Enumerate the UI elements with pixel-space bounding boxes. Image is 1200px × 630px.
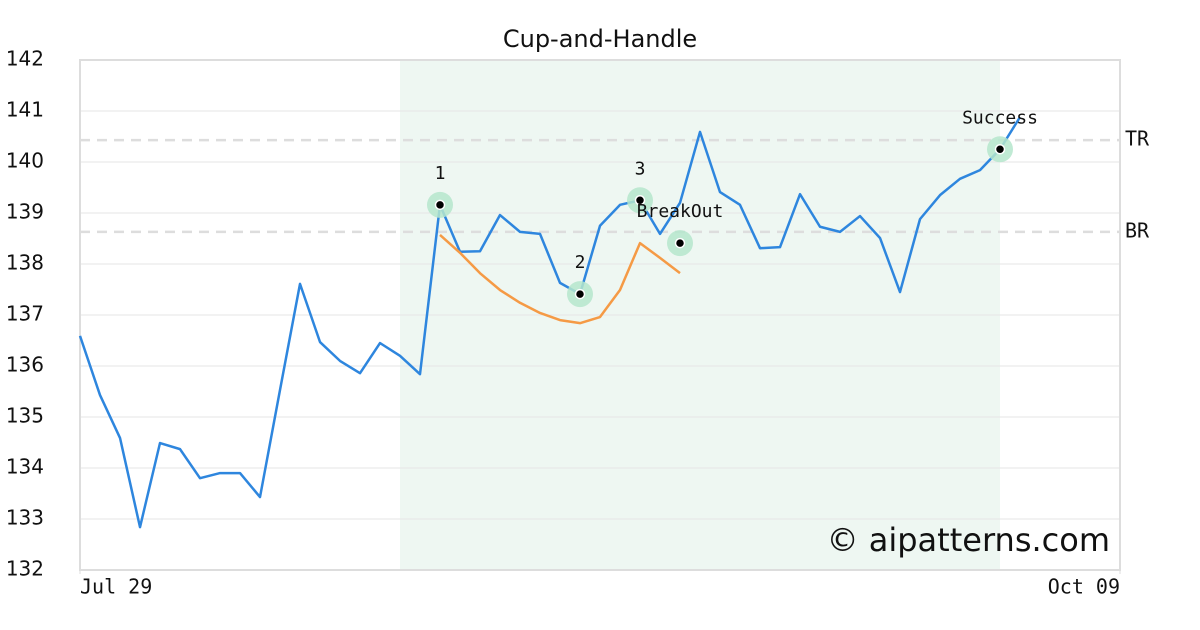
annotation-point: [434, 199, 446, 211]
annotation-label: 3: [635, 158, 646, 179]
annotation-label: 1: [435, 163, 446, 184]
y-tick-label: 142: [6, 47, 44, 71]
watermark: © aipatterns.com: [827, 521, 1110, 559]
x-tick-label: Oct 09: [1048, 575, 1120, 599]
x-tick-label: Jul 29: [80, 575, 152, 599]
y-tick-label: 134: [6, 455, 44, 479]
reference-label: TR: [1125, 127, 1150, 151]
chart-title: Cup-and-Handle: [503, 25, 697, 53]
y-tick-label: 136: [6, 353, 44, 377]
annotation-label: Success: [962, 107, 1038, 128]
series-line: [78, 116, 1022, 529]
y-tick-label: 132: [6, 557, 44, 581]
y-tick-label: 140: [6, 149, 44, 173]
y-tick-label: 141: [6, 98, 44, 122]
y-tick-label: 138: [6, 251, 44, 275]
reference-label: BR: [1125, 218, 1150, 242]
y-tick-label: 133: [6, 506, 44, 530]
annotation-point: [574, 288, 586, 300]
annotation-point: [994, 144, 1006, 155]
annotation-label: BreakOut: [637, 201, 724, 222]
series-line: [439, 233, 681, 325]
y-tick-label: 135: [6, 404, 44, 428]
y-tick-label: 139: [6, 200, 44, 224]
y-tick-label: 137: [6, 302, 44, 326]
annotation-point: [634, 195, 646, 206]
plot-border: [79, 59, 1121, 571]
annotation-point: [674, 237, 686, 249]
annotation-label: 2: [575, 252, 586, 273]
